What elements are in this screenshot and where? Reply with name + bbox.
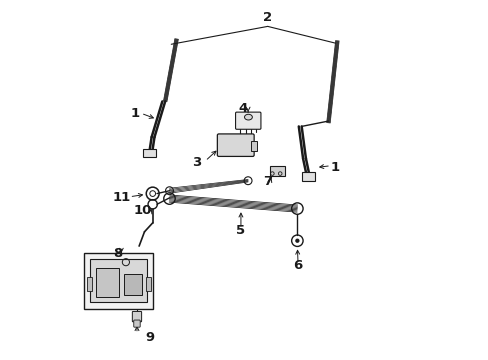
Text: 1: 1 <box>330 161 340 174</box>
Bar <box>145 277 151 292</box>
Text: 11: 11 <box>112 192 130 204</box>
Bar <box>86 277 92 292</box>
Bar <box>143 149 156 157</box>
Bar <box>90 259 147 302</box>
FancyBboxPatch shape <box>134 320 140 327</box>
FancyBboxPatch shape <box>217 134 254 157</box>
Bar <box>124 274 142 295</box>
Text: 9: 9 <box>145 332 154 345</box>
Text: 1: 1 <box>131 107 140 120</box>
Text: 8: 8 <box>113 247 122 260</box>
Ellipse shape <box>244 114 252 120</box>
Text: 2: 2 <box>263 11 272 24</box>
FancyBboxPatch shape <box>235 112 261 129</box>
Text: 10: 10 <box>133 204 152 217</box>
Bar <box>250 141 257 152</box>
Bar <box>95 268 119 297</box>
Text: 3: 3 <box>191 156 201 168</box>
Text: 6: 6 <box>293 259 302 272</box>
Text: 4: 4 <box>238 102 247 115</box>
FancyBboxPatch shape <box>132 311 142 322</box>
Circle shape <box>295 239 299 243</box>
Bar <box>83 253 153 309</box>
Bar <box>302 172 315 181</box>
Text: 7: 7 <box>263 175 272 188</box>
Bar <box>269 166 284 176</box>
Text: 5: 5 <box>236 224 245 237</box>
